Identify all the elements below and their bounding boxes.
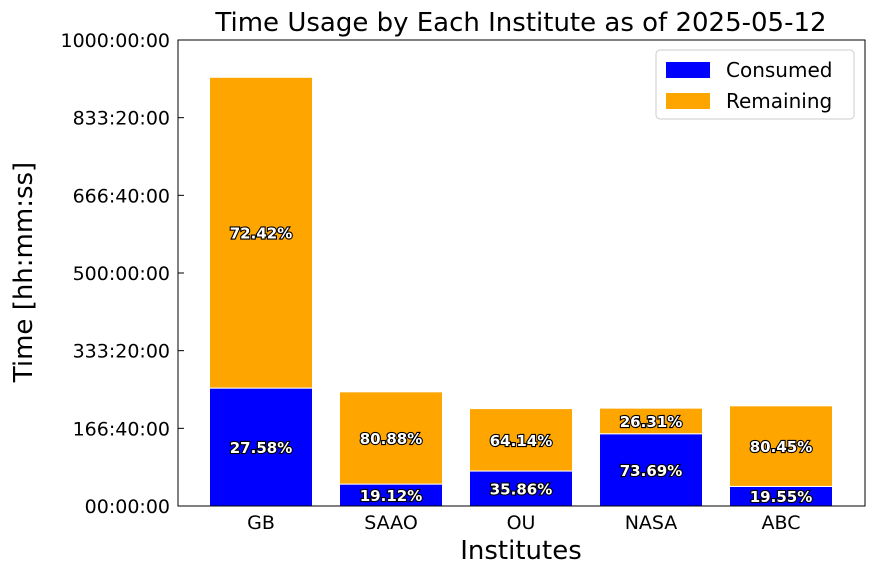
x-tick-label: GB xyxy=(247,512,275,534)
bar-consumed-nasa xyxy=(599,433,703,507)
x-tick-label: ABC xyxy=(762,512,801,534)
chart-title: Time Usage by Each Institute as of 2025-… xyxy=(214,8,826,38)
bar-remaining-nasa xyxy=(599,407,703,435)
bar-percent-label: 19.12% xyxy=(360,487,422,505)
bar-consumed-gb xyxy=(209,387,313,507)
bar-percent-label: 64.14% xyxy=(490,432,552,450)
plot-frame xyxy=(177,39,866,507)
legend-swatch-consumed xyxy=(666,62,710,78)
bar-remaining-abc xyxy=(729,405,833,487)
bar-remaining-ou xyxy=(469,408,573,472)
bar-percent-label: 80.88% xyxy=(360,430,422,448)
y-tick-label: 666:40:00 xyxy=(73,185,170,207)
bar-percent-label: 27.58% xyxy=(230,439,292,457)
bar-percent-label: 72.42% xyxy=(230,225,292,243)
bar-percent-label: 80.45% xyxy=(750,438,812,456)
x-tick-label: OU xyxy=(507,512,536,534)
bar-remaining-gb xyxy=(209,76,313,389)
y-tick-label: 166:40:00 xyxy=(73,418,170,440)
y-tick-label: 833:20:00 xyxy=(73,108,170,130)
bar-percent-label: 73.69% xyxy=(620,462,682,480)
x-tick-label: SAAO xyxy=(364,512,418,534)
y-tick-label: 1000:00:00 xyxy=(60,30,170,52)
y-tick-label: 333:20:00 xyxy=(73,341,170,363)
legend-label-remaining: Remaining xyxy=(726,89,832,113)
bar-remaining-saao xyxy=(339,391,443,485)
x-tick-label: NASA xyxy=(625,512,678,534)
legend-swatch-remaining xyxy=(666,93,710,109)
plot-area: 00:00:00 166:40:00 333:20:00 500:00:00 666:4… xyxy=(60,30,833,534)
y-tick-label: 00:00:00 xyxy=(85,496,170,518)
bar-percent-label: 26.31% xyxy=(620,413,682,431)
bar-percent-label: 19.55% xyxy=(750,488,812,506)
bar-percent-label: 35.86% xyxy=(490,481,552,499)
y-axis-label: Time [hh:mm:ss] xyxy=(9,162,39,383)
y-tick-label: 500:00:00 xyxy=(73,263,170,285)
x-axis-label: Institutes xyxy=(460,536,582,566)
legend-label-consumed: Consumed xyxy=(726,58,832,82)
legend: Consumed Remaining xyxy=(655,49,855,120)
